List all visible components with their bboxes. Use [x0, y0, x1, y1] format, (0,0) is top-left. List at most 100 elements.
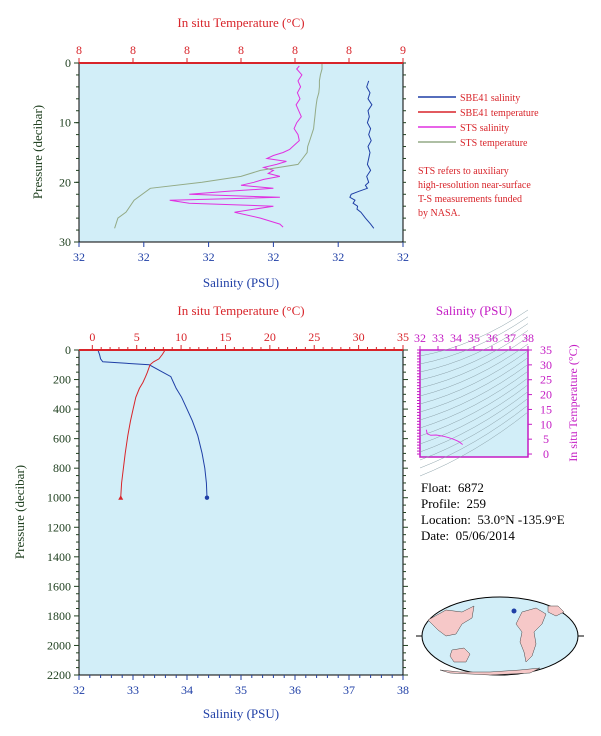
top-plot-area [78, 62, 404, 243]
main-plot-lines [97, 349, 210, 500]
top-temperature-tick-label-0: 8 [76, 43, 82, 57]
ts-density-contour [419, 364, 529, 421]
location-row: Location: 53.0°N -135.9°E [421, 512, 565, 528]
top-salinity-tick-label-2: 32 [203, 250, 215, 264]
sts-note-line-2: high-resolution near-surface [418, 180, 531, 191]
main-pressure-tick-label-5: 1000 [47, 491, 71, 505]
top-plot-salinity-axis-label: Salinity (PSU) [203, 275, 279, 290]
ts-salinity-tick-label-4: 36 [486, 331, 498, 345]
legend-label-sts-temperature: STS temperature [460, 138, 528, 149]
top-pressure-tick-label-1: 10 [59, 116, 71, 130]
top-salinity-tick-label-4: 32 [332, 250, 344, 264]
main-plot-axes: 0 5 10 15 20 25 30 35 32 33 34 35 36 37 38 0 200 400 600 80… [47, 330, 409, 697]
main-pressure-tick-label-2: 400 [53, 402, 71, 416]
map-continent-americas [515, 607, 547, 663]
main-salinity-tick-label-6: 38 [397, 683, 409, 697]
main-salinity-tick-label-0: 32 [73, 683, 85, 697]
map-continent-greenland [547, 605, 565, 617]
main-pressure-tick-label-4: 800 [53, 461, 71, 475]
profile-label: Profile: [421, 496, 460, 511]
main-temperature-tick-label-3: 15 [219, 330, 231, 344]
top-salinity-tick-label-3: 32 [267, 250, 279, 264]
sts-note: STS refers to auxiliary high-resolution … [418, 166, 531, 219]
main-pressure-tick-label-10: 2000 [47, 638, 71, 652]
ts-temperature-tick-label-5: 10 [540, 417, 552, 431]
main-pressure-tick-label-1: 200 [53, 373, 71, 387]
ts-temperature-tick-label-6: 5 [543, 432, 549, 446]
main-plot-pressure-axis-label: Pressure (decibar) [12, 465, 27, 559]
top-series-sts-salinity [169, 65, 303, 228]
top-plot-pressure-axis-label: Pressure (decibar) [30, 105, 45, 199]
main-series-sbe41-temperature-end-marker [118, 495, 124, 500]
ts-temperature-tick-label-2: 25 [540, 373, 552, 387]
profile-value: 259 [466, 496, 487, 511]
main-temperature-tick-label-6: 30 [353, 330, 365, 344]
top-temperature-tick-label-2: 8 [184, 43, 190, 57]
top-pressure-tick-label-2: 20 [59, 175, 71, 189]
ts-temperature-tick-label-1: 30 [540, 358, 552, 372]
ts-temperature-tick-label-3: 20 [540, 388, 552, 402]
float-location-marker [511, 608, 517, 614]
ts-plot-lines [419, 309, 529, 477]
top-plot-lines [114, 63, 375, 229]
ts-density-contour [419, 330, 529, 381]
sts-note-line-4: by NASA. [418, 208, 460, 219]
ts-density-contour [419, 336, 529, 389]
legend-label-sbe41-temperature: SBE41 temperature [460, 108, 539, 119]
main-plot-area [78, 349, 404, 676]
main-salinity-tick-label-2: 34 [181, 683, 193, 697]
top-plot-temperature-axis-label: In situ Temperature (°C) [177, 15, 304, 30]
ts-temperature-tick-label-7: 0 [543, 447, 549, 461]
main-temperature-tick-label-2: 10 [175, 330, 187, 344]
main-temperature-tick-label-4: 20 [264, 330, 276, 344]
location-label: Location: [421, 512, 471, 527]
map-continent-australia [449, 647, 471, 663]
top-plot-axes: 8 8 8 8 8 8 9 32 32 32 32 32 32 0 10 20 30 [59, 43, 409, 264]
date-row: Date: 05/06/2014 [421, 528, 565, 544]
top-series-sbe41-salinity [349, 80, 375, 229]
main-salinity-tick-label-4: 36 [289, 683, 301, 697]
date-value: 05/06/2014 [455, 528, 515, 543]
legend-label-sbe41-salinity: SBE41 salinity [460, 93, 520, 104]
ts-density-contour [419, 309, 529, 357]
main-temperature-tick-label-1: 5 [134, 330, 140, 344]
map-continent-antarctica [439, 667, 541, 676]
ts-density-contour [419, 370, 529, 429]
main-salinity-tick-label-1: 33 [127, 683, 139, 697]
main-pressure-tick-label-11: 2200 [47, 668, 71, 682]
top-temperature-tick-label-6: 9 [400, 43, 406, 57]
float-info-block: Float: 6872 Profile: 259 Location: 53.0°… [421, 480, 565, 544]
sts-note-line-1: STS refers to auxiliary [418, 166, 509, 177]
ts-salinity-tick-label-2: 34 [450, 331, 462, 345]
main-series-sbe41-salinity [97, 349, 208, 498]
main-plot-salinity-axis-label: Salinity (PSU) [203, 706, 279, 721]
main-pressure-tick-label-7: 1400 [47, 550, 71, 564]
main-series-sbe41-temperature [120, 349, 166, 498]
ts-salinity-tick-label-1: 33 [432, 331, 444, 345]
main-series-sbe41-salinity-end-marker [204, 495, 210, 500]
top-temperature-tick-label-4: 8 [292, 43, 298, 57]
float-id-row: Float: 6872 [421, 480, 565, 496]
date-label: Date: [421, 528, 450, 543]
main-plot-temperature-axis-label: In situ Temperature (°C) [177, 303, 304, 318]
top-pressure-tick-label-3: 30 [59, 235, 71, 249]
main-temperature-tick-label-0: 0 [89, 330, 95, 344]
ts-density-contour [419, 391, 529, 453]
top-temperature-tick-label-5: 8 [346, 43, 352, 57]
float-id-value: 6872 [457, 480, 484, 495]
legend: SBE41 salinity SBE41 temperature STS sal… [418, 93, 539, 149]
ts-series-t-s-profile [425, 429, 463, 445]
ts-density-contour [419, 384, 529, 445]
top-salinity-tick-label-0: 32 [73, 250, 85, 264]
float-id-label: Float: [421, 480, 452, 495]
top-salinity-tick-label-1: 32 [138, 250, 150, 264]
map-continent-eurasia [427, 605, 475, 637]
ts-density-contour [419, 405, 529, 469]
profile-row: Profile: 259 [421, 496, 565, 512]
top-salinity-tick-label-5: 32 [397, 250, 409, 264]
ts-density-contour [419, 350, 529, 405]
ts-density-contour [419, 343, 529, 397]
ts-salinity-tick-label-0: 32 [414, 331, 426, 345]
legend-label-sts-salinity: STS salinity [460, 123, 509, 134]
